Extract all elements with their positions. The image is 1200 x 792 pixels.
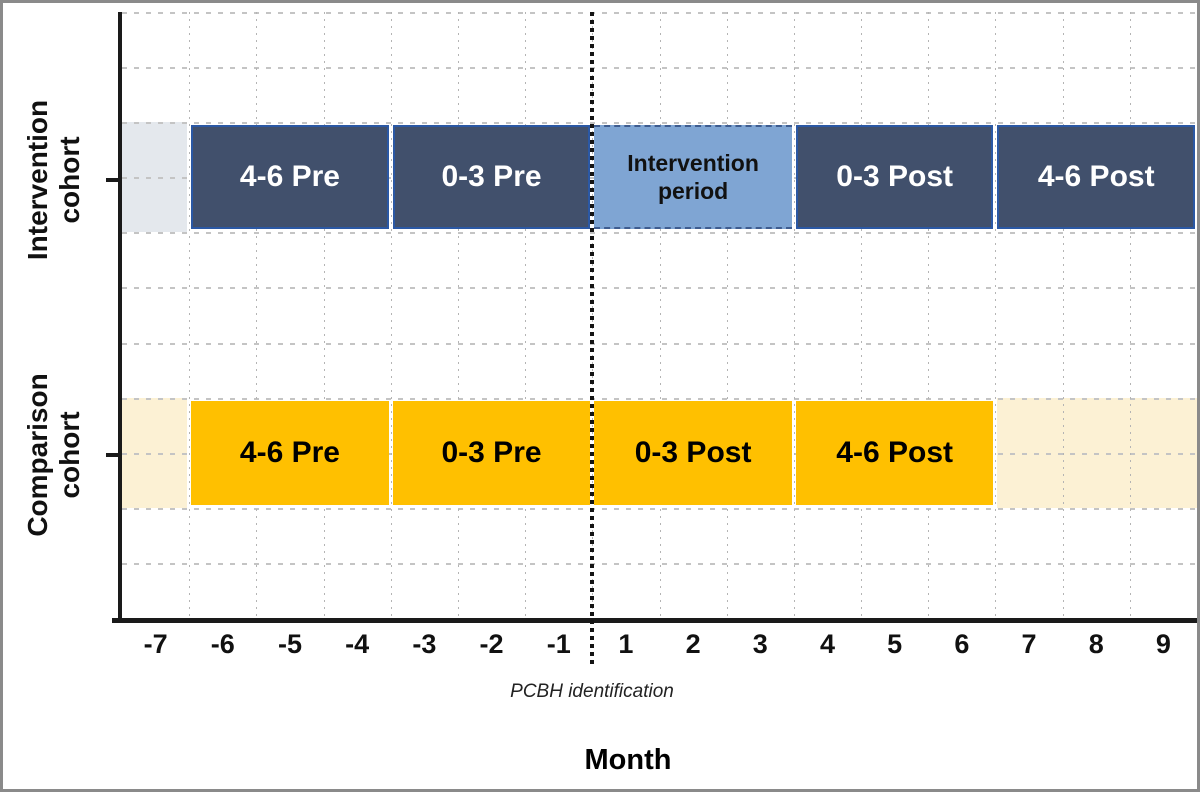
- x-tick-label: 8: [1088, 629, 1104, 659]
- cohort-band: [122, 122, 188, 233]
- x-tick-label: 4: [819, 629, 835, 659]
- x-tick-label: -3: [412, 629, 437, 659]
- segment-label: 0-3 Pre: [441, 160, 542, 194]
- x-tick-label: 9: [1155, 629, 1171, 659]
- x-tick-label: -6: [210, 629, 235, 659]
- y-axis-label-comparison-cohort: Comparison cohort: [21, 373, 85, 537]
- x-tick-label: 3: [752, 629, 768, 659]
- timeline-segment: 4-6 Post: [795, 400, 994, 505]
- x-tick-label: 7: [1021, 629, 1037, 659]
- vertical-gridline: [256, 12, 258, 618]
- timeline-segment: 4-6 Post: [997, 125, 1195, 230]
- timeline-segment: 4-6 Pre: [191, 125, 389, 230]
- segment-label: 0-3 Post: [634, 435, 752, 469]
- x-tick-label: -1: [546, 629, 571, 659]
- x-tick-label: 2: [685, 629, 701, 659]
- vertical-gridline: [1062, 12, 1064, 618]
- segment-label: 0-3 Pre: [441, 435, 542, 469]
- timeline-segment: 0-3 Pre: [392, 400, 591, 505]
- x-axis-title: Month: [584, 744, 672, 776]
- x-tick-label: 1: [618, 629, 634, 659]
- pcbh-event-line: [590, 12, 595, 666]
- vertical-gridline: [1129, 12, 1131, 618]
- vertical-gridline: [659, 12, 661, 618]
- vertical-gridline: [726, 12, 728, 618]
- x-tick-label: -5: [277, 629, 302, 659]
- x-tick-label: 5: [887, 629, 903, 659]
- timeline-segment: Intervention period: [594, 125, 792, 230]
- vertical-gridline: [793, 12, 795, 618]
- segment-label: 4-6 Pre: [239, 435, 340, 469]
- x-tick-label: 6: [954, 629, 970, 659]
- vertical-gridline: [390, 12, 392, 618]
- timeline-segment: 4-6 Pre: [191, 400, 389, 505]
- y-axis-label-intervention-cohort: Intervention cohort: [21, 99, 85, 261]
- pcbh-identification-annotation: PCBH identification: [510, 681, 674, 702]
- cohort-band: [997, 397, 1197, 508]
- cohort-band: [122, 397, 188, 508]
- vertical-gridline: [861, 12, 863, 618]
- x-tick-label: -4: [345, 629, 370, 659]
- vertical-gridline: [995, 12, 997, 618]
- x-tick-label: -2: [479, 629, 504, 659]
- segment-label: 0-3 Post: [836, 160, 954, 194]
- y-axis-tick-intervention: [106, 178, 125, 182]
- segment-label: 4-6 Post: [1037, 160, 1155, 194]
- timeline-segment: 0-3 Pre: [392, 125, 591, 230]
- timeline-segment: 0-3 Post: [594, 400, 792, 505]
- vertical-gridline: [323, 12, 325, 618]
- segment-label: 4-6 Post: [836, 435, 954, 469]
- vertical-gridline: [525, 12, 527, 618]
- segment-label: Intervention period: [627, 149, 759, 205]
- vertical-gridline: [928, 12, 930, 618]
- x-axis-line: [112, 618, 1197, 623]
- vertical-gridline: [457, 12, 459, 618]
- y-axis-line: [118, 12, 122, 623]
- timeline-segment: 0-3 Post: [795, 125, 994, 230]
- segment-label: 4-6 Pre: [239, 160, 340, 194]
- vertical-gridline: [189, 12, 191, 618]
- x-axis-tick-labels: -7 -6 -5 -4 -3 -2 -1 1 2 3 4 5 6 7 8 9: [122, 629, 1197, 665]
- y-axis-tick-comparison: [106, 453, 125, 457]
- x-tick-label: -7: [143, 629, 168, 659]
- plot-area: 4-6 Pre 0-3 Pre Intervention period 0-3 Pos…: [122, 12, 1197, 666]
